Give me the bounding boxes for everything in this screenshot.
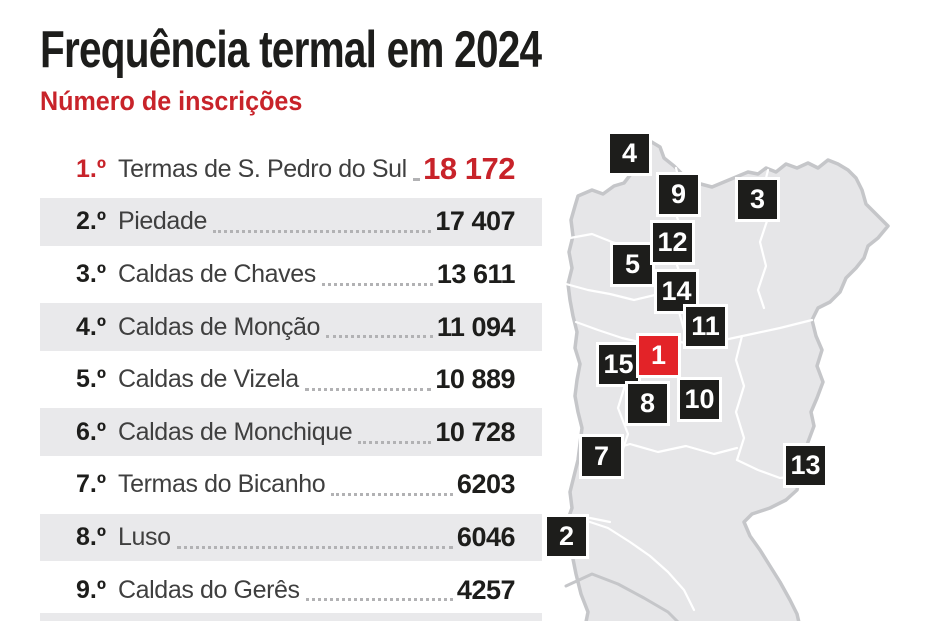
inscriptions-value: 10 728 bbox=[435, 416, 515, 447]
rank-number: 9.º bbox=[76, 575, 106, 604]
inscriptions-value: 6203 bbox=[456, 469, 516, 500]
spa-name: Termas do Bicanho bbox=[118, 470, 326, 499]
spa-name: Caldas de Vizela bbox=[118, 365, 299, 394]
rank-number: 1.º bbox=[76, 154, 106, 183]
page-title: Frequência termal em 2024 bbox=[40, 21, 542, 79]
inscriptions-value: 13 611 bbox=[436, 258, 516, 289]
map-marker-7: 7 bbox=[579, 434, 624, 479]
dotted-leader bbox=[412, 177, 420, 181]
rank-number: 8.º bbox=[76, 522, 106, 551]
inscriptions-value: 17 407 bbox=[435, 206, 515, 237]
page-subtitle: Número de inscrições bbox=[40, 86, 303, 116]
map-marker-8: 8 bbox=[625, 381, 670, 426]
dotted-leader bbox=[176, 545, 453, 549]
map-marker-5: 5 bbox=[610, 242, 655, 287]
inscriptions-value: 11 094 bbox=[436, 311, 516, 342]
ranking-row-8: 8.º Luso 6046 bbox=[40, 511, 542, 564]
map-marker-12: 12 bbox=[650, 220, 695, 265]
ranking-row-4: 4.º Caldas de Monção 11 094 bbox=[40, 301, 542, 354]
inscriptions-value: 10 889 bbox=[435, 364, 515, 395]
rank-number: 6.º bbox=[76, 417, 106, 446]
ranking-row-1: 1.º Termas de S. Pedro do Sul 18 172 bbox=[40, 143, 542, 196]
ranking-row-2: 2.º Piedade 17 407 bbox=[40, 196, 542, 249]
map-marker-11: 11 bbox=[683, 304, 728, 349]
ranking-row-5: 5.º Caldas de Vizela 10 889 bbox=[40, 353, 542, 406]
rank-number: 3.º bbox=[76, 259, 106, 288]
rank-number: 5.º bbox=[76, 365, 106, 394]
rank-number: 4.º bbox=[76, 312, 106, 341]
map-marker-14: 14 bbox=[654, 269, 699, 314]
spa-name: Luso bbox=[118, 522, 171, 551]
ranking-row-6: 6.º Caldas de Monchique 10 728 bbox=[40, 406, 542, 459]
dotted-leader bbox=[358, 440, 432, 444]
map-marker-15: 15 bbox=[596, 342, 641, 387]
spa-name: Caldas de Monchique bbox=[118, 417, 353, 446]
spa-name: Termas de S. Pedro do Sul bbox=[118, 154, 407, 183]
map-marker-1-highlight: 1 bbox=[636, 333, 681, 378]
map-marker-3: 3 bbox=[735, 177, 780, 222]
dotted-leader bbox=[212, 230, 432, 234]
ranking-row-3: 3.º Caldas de Chaves 13 611 bbox=[40, 248, 542, 301]
ranking-row-9: 9.º Caldas do Gerês 4257 bbox=[40, 564, 542, 617]
dotted-leader bbox=[326, 335, 433, 339]
inscriptions-value: 6046 bbox=[456, 521, 516, 552]
dotted-leader bbox=[321, 282, 433, 286]
dotted-leader bbox=[305, 598, 453, 602]
rank-number: 7.º bbox=[76, 470, 106, 499]
dotted-leader bbox=[304, 387, 432, 391]
spa-name: Caldas do Gerês bbox=[118, 575, 300, 604]
inscriptions-value: 4257 bbox=[456, 574, 516, 605]
map-marker-10: 10 bbox=[677, 377, 722, 422]
map-marker-9: 9 bbox=[656, 172, 701, 217]
map-lower-border bbox=[564, 572, 680, 621]
ranking-row-10-partial-stripe bbox=[40, 613, 542, 621]
spa-name: Piedade bbox=[118, 207, 207, 236]
map-marker-13: 13 bbox=[783, 443, 828, 488]
ranking-list: 1.º Termas de S. Pedro do Sul 18 172 2.º… bbox=[40, 143, 542, 616]
dotted-leader bbox=[331, 493, 453, 497]
spa-name: Caldas de Monção bbox=[118, 312, 321, 341]
map-marker-4: 4 bbox=[607, 131, 652, 176]
ranking-row-7: 7.º Termas do Bicanho 6203 bbox=[40, 459, 542, 512]
map-marker-2: 2 bbox=[544, 514, 589, 559]
rank-number: 2.º bbox=[76, 207, 106, 236]
spa-name: Caldas de Chaves bbox=[118, 259, 316, 288]
inscriptions-value: 18 172 bbox=[423, 151, 515, 187]
